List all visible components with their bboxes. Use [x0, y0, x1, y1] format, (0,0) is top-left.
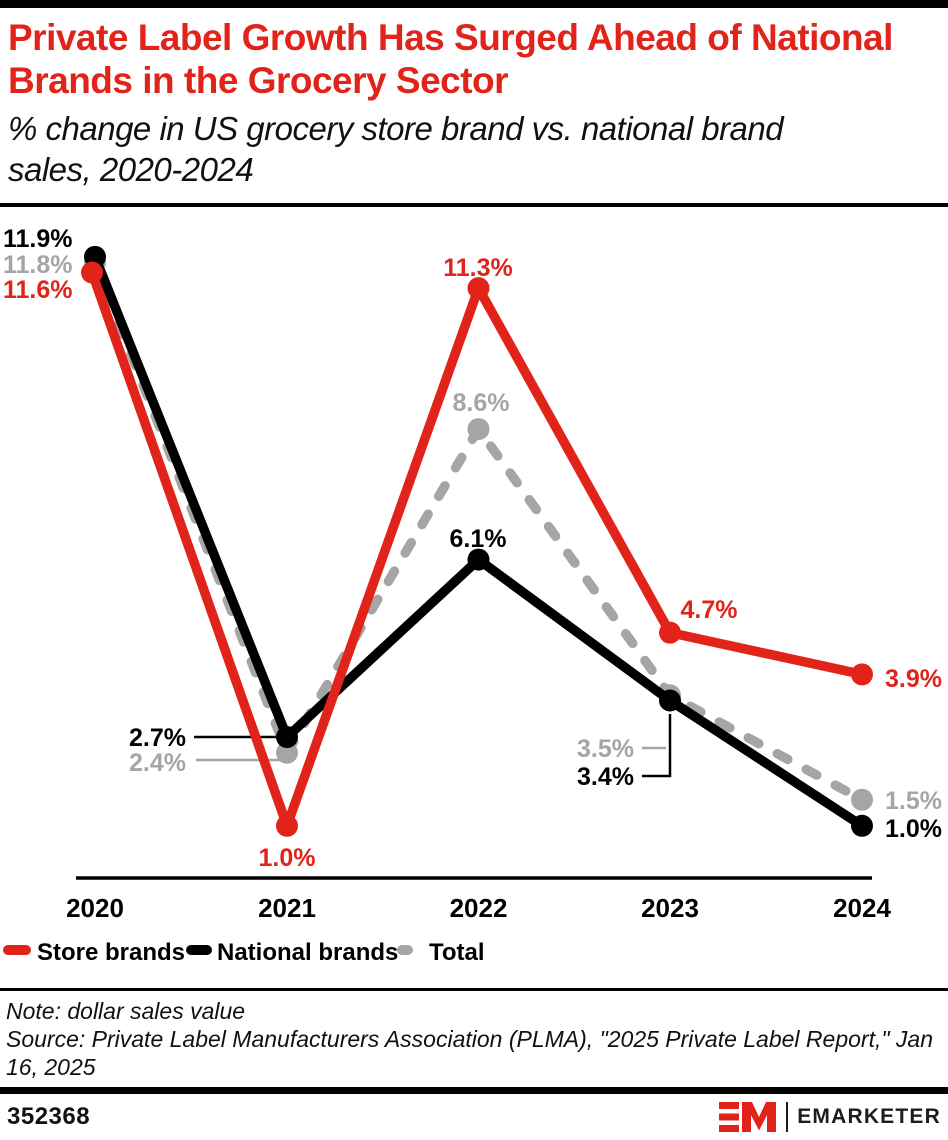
data-point — [851, 814, 873, 837]
legend-swatch-national-brands — [186, 945, 212, 955]
legend-label-store-brands: Store brands — [37, 939, 185, 966]
emarketer-logo: EMARKETER — [719, 1100, 941, 1134]
legend-swatch-store-brands — [3, 945, 31, 955]
data-label: 1.0% — [885, 815, 942, 843]
data-label: 11.8% — [3, 251, 73, 279]
page-subtitle: % change in US grocery store brand vs. n… — [8, 109, 784, 189]
legend-swatch-total — [397, 945, 413, 955]
header-divider — [0, 203, 948, 207]
label-leader-line — [642, 714, 672, 778]
footer: 352368 EMARKETER — [0, 1094, 948, 1140]
chart-id: 352368 — [7, 1103, 91, 1130]
data-label: 4.7% — [681, 596, 738, 624]
brand-name: EMARKETER — [797, 1105, 941, 1128]
emarketer-logo-mark — [719, 1102, 777, 1132]
x-axis-tick-label: 2022 — [450, 893, 508, 923]
data-label: 6.1% — [450, 525, 507, 553]
data-label: 1.0% — [259, 844, 316, 872]
data-label: 8.6% — [453, 389, 510, 417]
top-black-bar — [0, 0, 948, 8]
x-axis-tick-label: 2023 — [641, 893, 699, 923]
data-label: 11.6% — [3, 276, 73, 304]
data-point — [467, 418, 490, 441]
data-label: 2.7% — [129, 724, 186, 752]
data-point — [467, 548, 490, 571]
data-label: 3.5% — [577, 735, 634, 763]
data-point — [81, 261, 103, 284]
data-point — [276, 741, 298, 764]
data-point — [659, 689, 681, 712]
source-text: Source: Private Label Manufacturers Asso… — [6, 1026, 933, 1081]
data-label: 3.4% — [577, 763, 634, 791]
data-point — [276, 814, 298, 837]
data-label: 11.3% — [443, 254, 513, 282]
footer-black-bar — [0, 1087, 948, 1094]
note-text: Note: dollar sales value — [6, 998, 246, 1024]
data-point — [467, 277, 490, 300]
footnote-block: Note: dollar sales value Source: Private… — [0, 997, 948, 1081]
logo-divider — [786, 1102, 789, 1132]
legend-label-total: Total — [429, 939, 485, 966]
data-label: 1.5% — [885, 787, 942, 815]
data-point — [851, 663, 873, 686]
data-point — [659, 621, 681, 644]
data-label: 11.9% — [3, 225, 73, 253]
data-point — [276, 726, 298, 749]
x-axis-tick-label: 2020 — [66, 893, 124, 923]
data-label: 3.9% — [885, 665, 942, 693]
x-axis-tick-label: 2021 — [258, 893, 316, 923]
chart-header: Private Label Growth Has Surged Ahead of… — [0, 10, 948, 191]
legend-label-national-brands: National brands — [217, 939, 398, 966]
data-point — [851, 788, 873, 811]
x-axis-tick-label: 2024 — [833, 893, 891, 923]
data-label: 2.4% — [129, 749, 186, 777]
page-title: Private Label Growth Has Surged Ahead of… — [8, 17, 893, 102]
footnote-divider — [0, 988, 948, 991]
